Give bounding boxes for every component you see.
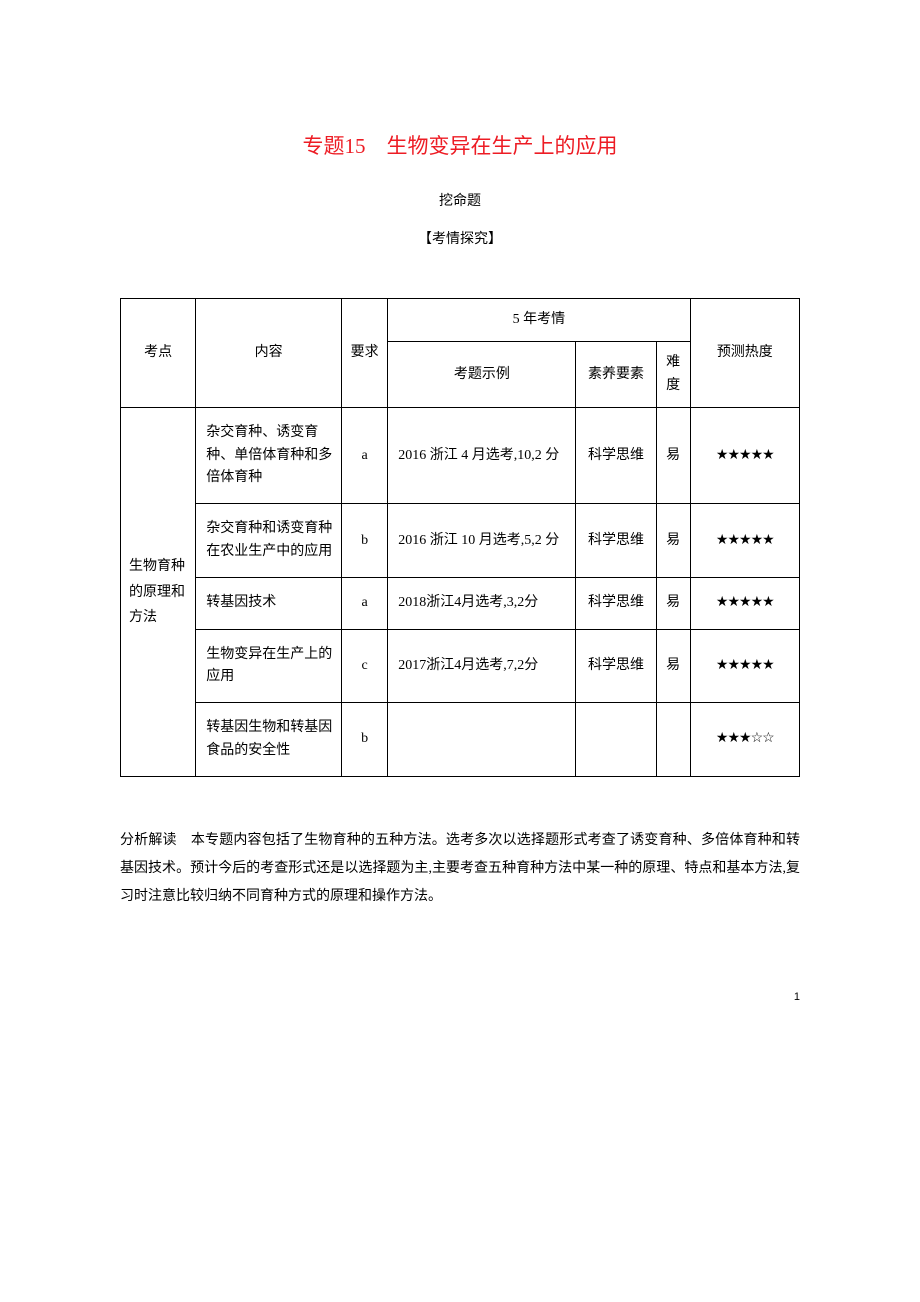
req-cell: b (342, 703, 388, 777)
content-cell: 杂交育种和诱变育种在农业生产中的应用 (196, 504, 342, 578)
nandu-cell: 易 (656, 578, 690, 629)
header-wunian: 5 年考情 (388, 299, 690, 342)
nandu-cell: 易 (656, 504, 690, 578)
document-page: 专题15 生物变异在生产上的应用 挖命题 【考情探究】 考点 内容 要求 5 年… (0, 0, 920, 971)
table-row: 生物变异在生产上的应用 c 2017浙江4月选考,7,2分 科学思维 易 ★★★… (121, 629, 800, 703)
table-row: 生物育种的原理和方法 杂交育种、诱变育种、单倍体育种和多倍体育种 a 2016 … (121, 408, 800, 504)
suyang-cell: 科学思维 (576, 408, 656, 504)
nandu-cell: 易 (656, 629, 690, 703)
nandu-cell (656, 703, 690, 777)
header-kaodian: 考点 (121, 299, 196, 408)
table-header-row-1: 考点 内容 要求 5 年考情 预测热度 (121, 299, 800, 342)
header-shili: 考题示例 (388, 342, 576, 408)
stars-cell: ★★★★★ (690, 408, 799, 504)
req-cell: a (342, 408, 388, 504)
example-cell (388, 703, 576, 777)
subheading-1: 挖命题 (120, 190, 800, 210)
req-cell: b (342, 504, 388, 578)
stars-cell: ★★★★★ (690, 504, 799, 578)
stars-cell: ★★★★★ (690, 629, 799, 703)
suyang-cell: 科学思维 (576, 578, 656, 629)
nandu-cell: 易 (656, 408, 690, 504)
content-cell: 杂交育种、诱变育种、单倍体育种和多倍体育种 (196, 408, 342, 504)
analysis-paragraph: 分析解读 本专题内容包括了生物育种的五种方法。选考多次以选择题形式考查了诱变育种… (120, 827, 800, 911)
suyang-cell: 科学思维 (576, 629, 656, 703)
req-cell: c (342, 629, 388, 703)
stars-cell: ★★★☆☆ (690, 703, 799, 777)
req-cell: a (342, 578, 388, 629)
content-cell: 生物变异在生产上的应用 (196, 629, 342, 703)
header-redu: 预测热度 (690, 299, 799, 408)
content-cell: 转基因技术 (196, 578, 342, 629)
table-row: 转基因技术 a 2018浙江4月选考,3,2分 科学思维 易 ★★★★★ (121, 578, 800, 629)
header-yaoqiu: 要求 (342, 299, 388, 408)
page-number: 1 (0, 971, 920, 1003)
suyang-cell: 科学思维 (576, 504, 656, 578)
example-cell: 2016 浙江 10 月选考,5,2 分 (388, 504, 576, 578)
document-title: 专题15 生物变异在生产上的应用 (120, 130, 800, 160)
exam-analysis-table: 考点 内容 要求 5 年考情 预测热度 考题示例 素养要素 难度 生物育种的原理… (120, 298, 800, 777)
kaodian-cell: 生物育种的原理和方法 (121, 408, 196, 777)
suyang-cell (576, 703, 656, 777)
example-cell: 2016 浙江 4 月选考,10,2 分 (388, 408, 576, 504)
header-suyang: 素养要素 (576, 342, 656, 408)
content-cell: 转基因生物和转基因食品的安全性 (196, 703, 342, 777)
example-cell: 2018浙江4月选考,3,2分 (388, 578, 576, 629)
table-row: 杂交育种和诱变育种在农业生产中的应用 b 2016 浙江 10 月选考,5,2 … (121, 504, 800, 578)
header-neirong: 内容 (196, 299, 342, 408)
example-cell: 2017浙江4月选考,7,2分 (388, 629, 576, 703)
subheading-2: 【考情探究】 (120, 228, 800, 248)
stars-cell: ★★★★★ (690, 578, 799, 629)
header-nandu: 难度 (656, 342, 690, 408)
table-row: 转基因生物和转基因食品的安全性 b ★★★☆☆ (121, 703, 800, 777)
